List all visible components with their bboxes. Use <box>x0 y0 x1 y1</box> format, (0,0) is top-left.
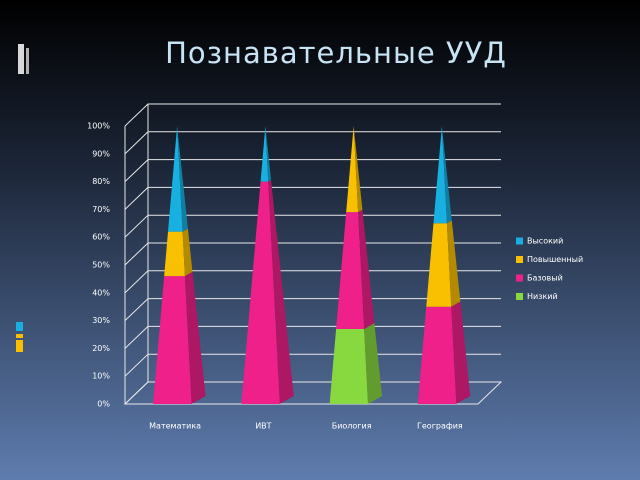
bar-side <box>184 271 206 404</box>
grid-line <box>124 353 501 377</box>
legend-label: Низкий <box>527 292 558 301</box>
bar-segment <box>346 126 363 213</box>
bar-front <box>426 223 452 307</box>
bar-front <box>153 276 192 404</box>
grid-line <box>124 325 501 349</box>
y-tick-label: 50% <box>92 261 110 270</box>
grid-line <box>124 242 501 266</box>
bar-side <box>268 180 294 404</box>
bar-front <box>164 231 185 277</box>
bar-segment <box>417 301 471 404</box>
legend-swatch <box>516 256 523 263</box>
y-tick-label: 70% <box>92 205 110 214</box>
legend-label: Базовый <box>527 274 563 283</box>
x-tick-label: Математика <box>149 422 201 431</box>
grid-line <box>124 298 501 321</box>
y-tick-label: 20% <box>92 344 110 353</box>
bar-side <box>441 126 452 224</box>
bar-side <box>451 301 471 404</box>
y-tick-label: 0% <box>97 400 110 409</box>
bar-front <box>168 126 183 232</box>
bar-side <box>265 126 272 182</box>
y-tick-label: 80% <box>92 177 110 186</box>
bar-front <box>346 126 359 213</box>
bar-segment <box>168 126 188 232</box>
y-tick-label: 90% <box>92 149 110 158</box>
legend-swatch <box>516 274 523 282</box>
bar-segment <box>433 126 452 224</box>
y-tick-label: 40% <box>92 288 110 297</box>
bar-front <box>417 306 457 404</box>
bar-front <box>241 181 280 404</box>
bar-segment <box>260 126 272 182</box>
legend-label: Повышенный <box>527 255 583 264</box>
bar-side <box>353 126 363 213</box>
bar-front <box>433 126 447 224</box>
x-tick-label: География <box>417 422 463 431</box>
legend-swatch <box>516 293 523 300</box>
grid-line <box>124 131 501 155</box>
y-tick-label: 100% <box>87 122 110 131</box>
bar-segment <box>153 271 206 404</box>
plot: 0% 10% 20% 30% 40% 50% 60% 70% 80% 90% 100% Математ… <box>87 103 583 431</box>
y-tick-label: 10% <box>92 372 110 381</box>
bar-segment <box>329 323 383 404</box>
bar-segment <box>241 180 294 404</box>
bar-front <box>336 212 365 329</box>
bar-segment <box>336 209 375 329</box>
legend-label: Высокий <box>527 237 563 246</box>
grid-line <box>124 381 501 405</box>
x-tick-label: ИВТ <box>255 422 271 431</box>
bar-front <box>260 126 269 182</box>
grid-line <box>124 159 501 182</box>
bar-segment <box>164 228 193 277</box>
bar-front <box>329 328 369 404</box>
grid-line <box>124 186 501 210</box>
bar-side <box>182 228 193 277</box>
grid-line <box>124 214 501 238</box>
y-tick-label: 30% <box>92 316 110 325</box>
bar-side <box>364 323 383 404</box>
legend-swatch <box>516 237 523 245</box>
grid-line <box>124 270 501 294</box>
bar-segment <box>426 220 461 307</box>
y-tick-label: 60% <box>92 233 110 242</box>
bar-side <box>446 220 461 307</box>
bar-side <box>177 126 188 232</box>
decoration <box>16 44 29 352</box>
chart-title: Познавательные УУД <box>165 36 507 70</box>
bar-side <box>358 209 375 329</box>
grid-line <box>124 103 501 127</box>
x-tick-label: Биология <box>332 422 372 431</box>
